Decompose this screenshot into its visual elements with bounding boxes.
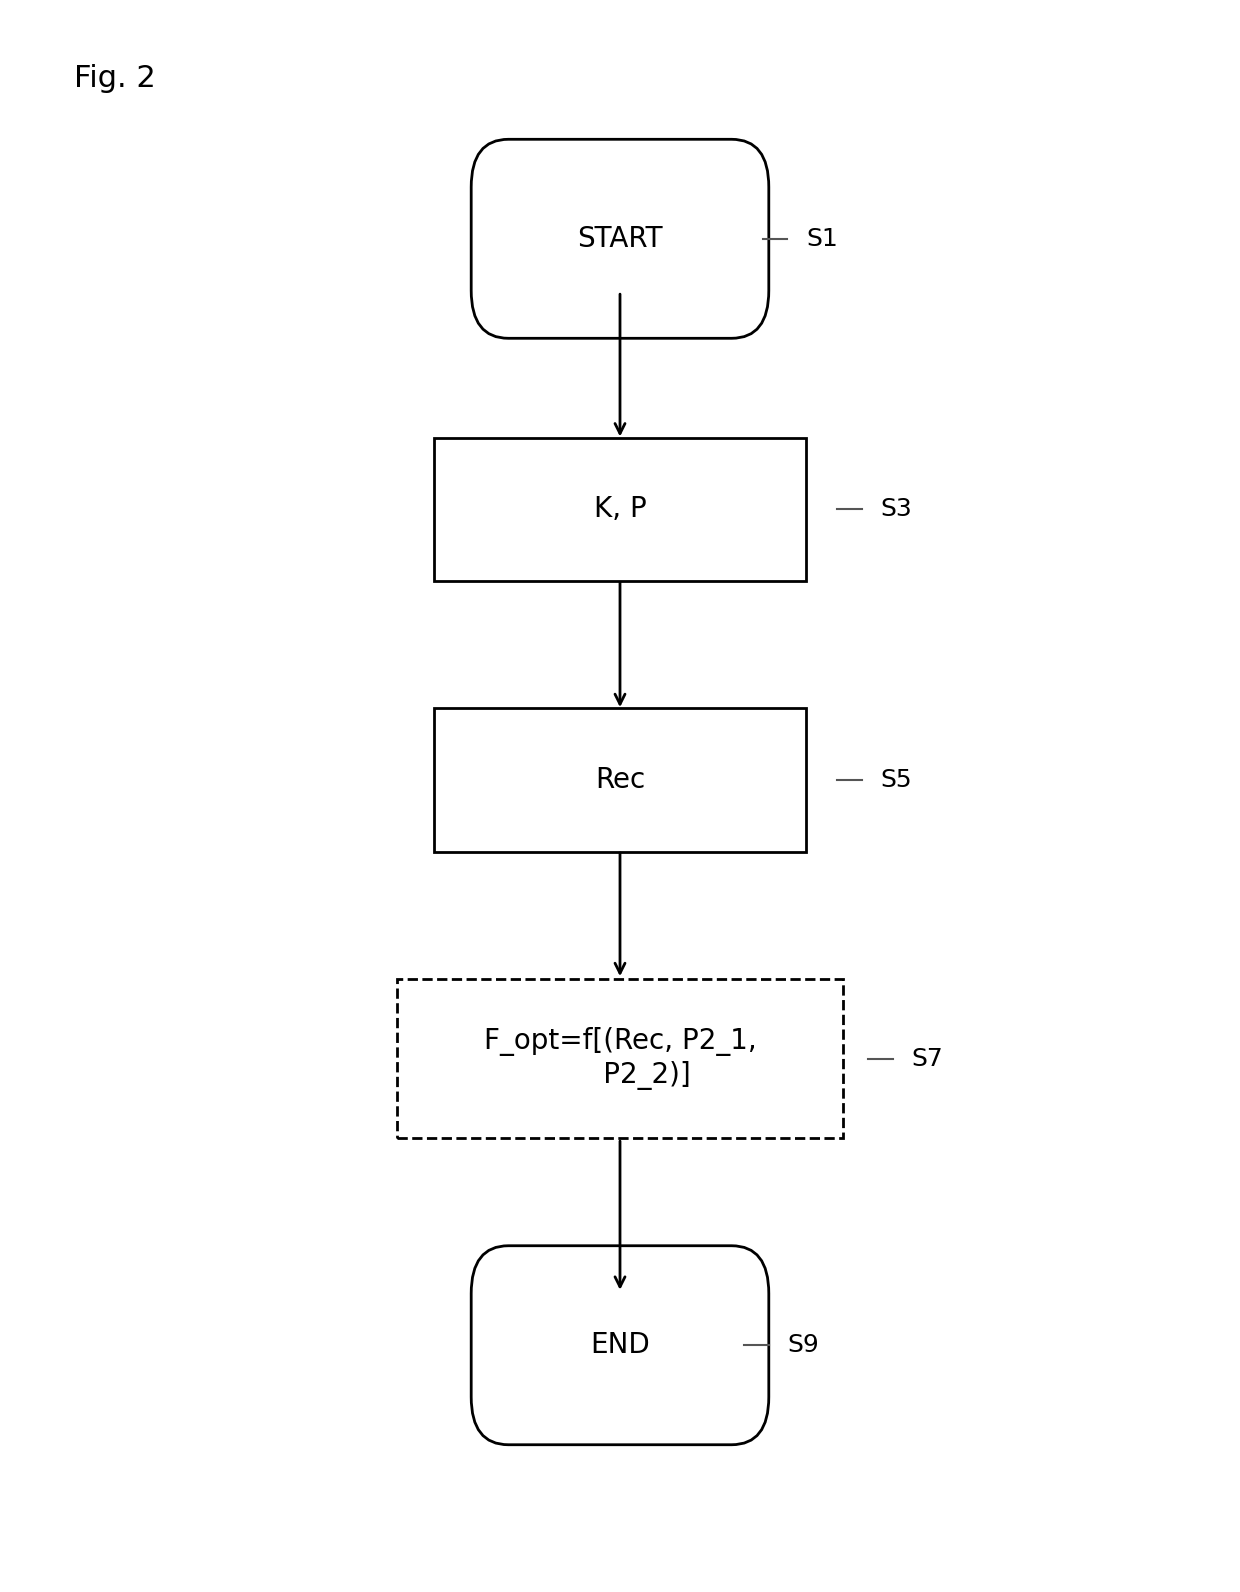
Text: Rec: Rec [595, 766, 645, 794]
FancyBboxPatch shape [471, 1245, 769, 1446]
Text: S1: S1 [806, 226, 838, 252]
Text: F_opt=f[(Rec, P2_1,
      P2_2)]: F_opt=f[(Rec, P2_1, P2_2)] [484, 1027, 756, 1091]
Bar [397, 979, 843, 1138]
Text: S7: S7 [911, 1046, 944, 1071]
Text: S9: S9 [787, 1333, 820, 1358]
Text: Fig. 2: Fig. 2 [74, 64, 156, 92]
Bar [434, 438, 806, 581]
Text: K, P: K, P [594, 495, 646, 524]
Text: S3: S3 [880, 497, 913, 522]
Text: S5: S5 [880, 767, 913, 793]
Bar [434, 708, 806, 852]
FancyBboxPatch shape [471, 139, 769, 338]
Text: END: END [590, 1331, 650, 1360]
Text: START: START [578, 224, 662, 253]
